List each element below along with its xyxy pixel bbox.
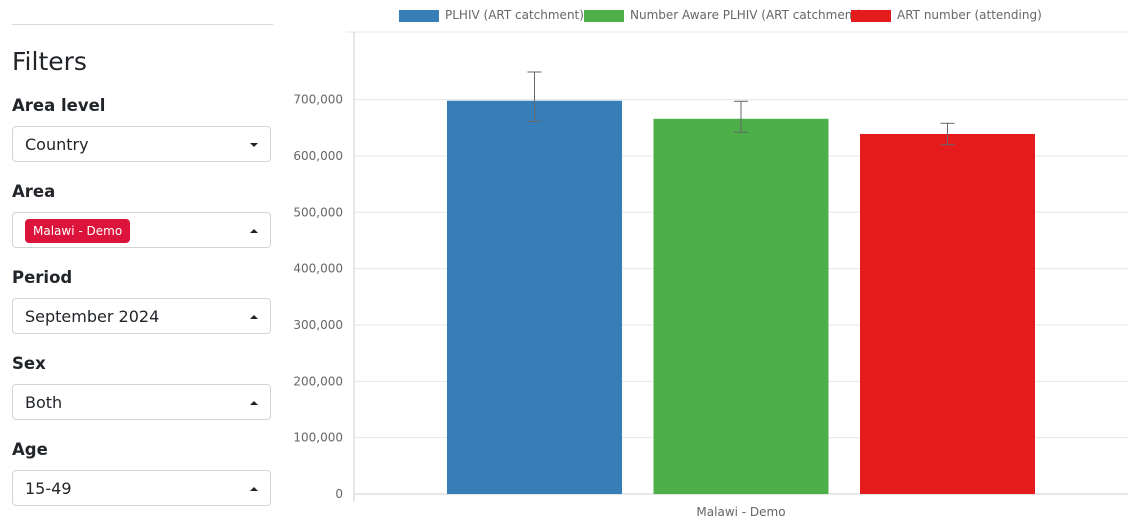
y-tick-label: 700,000 [293,93,343,107]
legend-swatch[interactable] [584,10,624,22]
y-tick-label: 100,000 [293,431,343,445]
age-select[interactable]: 15-49 [12,470,271,506]
area-level-select[interactable]: Country [12,126,271,162]
legend-label[interactable]: ART number (attending) [897,8,1042,22]
age-value: 15-49 [25,479,72,498]
sex-value: Both [25,393,63,412]
bar-1[interactable] [447,100,622,495]
sex-select[interactable]: Both [12,384,271,420]
area-selected-chip[interactable]: Malawi - Demo [25,219,131,243]
bar-chart: 0 100,000 200,000 300,000 400,000 500,000 600,… [290,0,1136,524]
chevron-up-icon [250,487,258,491]
y-tick-label: 500,000 [293,205,343,219]
chevron-down-icon [250,143,258,147]
y-tick-label: 200,000 [293,374,343,388]
legend-swatch[interactable] [399,10,439,22]
chart-svg: 0 100,000 200,000 300,000 400,000 500,000 600,… [293,8,1128,519]
x-tick-label: Malawi - Demo [696,505,785,519]
bar-2[interactable] [653,118,829,494]
chevron-up-icon [250,401,258,405]
area-level-label: Area level [12,96,106,115]
y-tick-label: 400,000 [293,262,343,276]
area-label: Area [12,182,56,201]
legend-label[interactable]: PLHIV (ART catchment) [445,8,584,22]
sidebar-divider [12,24,273,25]
period-value: September 2024 [25,307,160,326]
age-label: Age [12,440,48,459]
y-tick-label: 600,000 [293,149,343,163]
filters-title: Filters [12,47,87,76]
legend-label[interactable]: Number Aware PLHIV (ART catchment) [630,8,862,22]
area-level-value: Country [25,135,89,154]
period-select[interactable]: September 2024 [12,298,271,334]
chevron-up-icon [250,315,258,319]
legend-swatch[interactable] [851,10,891,22]
bar-3[interactable] [860,133,1035,495]
sex-label: Sex [12,354,46,373]
y-tick-label: 0 [335,487,343,501]
chevron-up-icon [250,229,258,233]
area-select[interactable]: Malawi - Demo [12,212,271,248]
period-label: Period [12,268,73,287]
y-tick-label: 300,000 [293,318,343,332]
